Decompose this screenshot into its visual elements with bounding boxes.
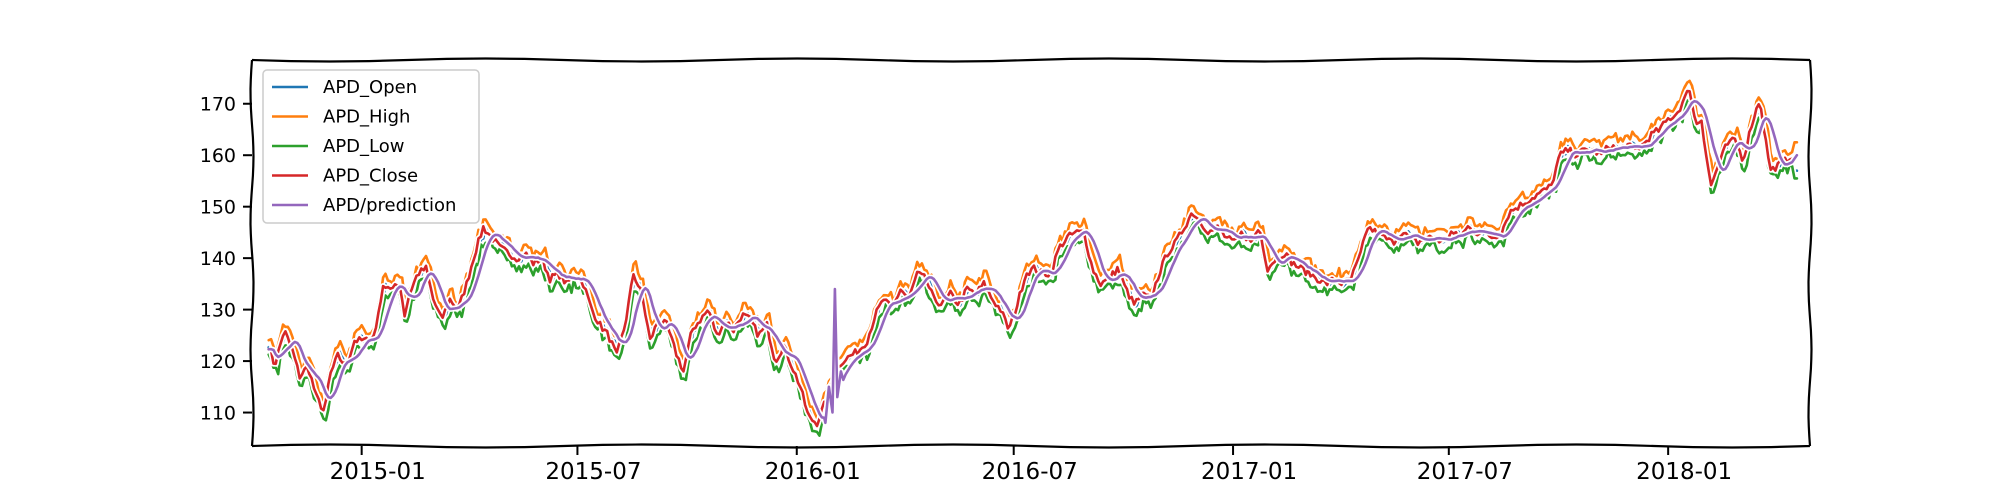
- x-tick-label: 2015-07: [545, 459, 641, 485]
- x-tick-label: 2015-01: [330, 459, 426, 485]
- legend-label: APD_Open: [323, 77, 417, 98]
- legend-label: APD_Close: [323, 166, 418, 187]
- y-tick-label: 150: [200, 197, 236, 219]
- x-tick-label: 2017-07: [1417, 459, 1513, 485]
- y-tick-label: 120: [200, 351, 236, 373]
- legend-label: APD_High: [323, 107, 410, 128]
- y-tick-label: 170: [200, 94, 236, 116]
- series-line-apd-prediction: [267, 99, 1799, 425]
- y-tick-label: 110: [200, 403, 236, 425]
- legend-label: APD/prediction: [323, 195, 456, 216]
- x-tick-label: 2016-01: [765, 459, 861, 485]
- legend: APD_Open APD_High APD_Low APD_Close APD/pred…: [262, 69, 480, 224]
- y-tick-label: 140: [200, 248, 236, 270]
- legend-box: [262, 69, 480, 224]
- series-line-apd-high: [267, 79, 1799, 420]
- y-tick-label: 160: [200, 145, 236, 167]
- y-tick-label: 130: [200, 300, 236, 322]
- x-tick-label: 2017-01: [1201, 459, 1297, 485]
- x-tick-label: 2016-07: [982, 459, 1078, 485]
- x-tick-label: 2018-01: [1636, 459, 1732, 485]
- axis-ticks: 110 120 130 140 150 160 170 2015-01 2015-07 2016-…: [200, 94, 1732, 485]
- series-layer: [265, 77, 1800, 439]
- legend-label: APD_Low: [323, 136, 404, 157]
- plot-frame: [249, 57, 1813, 449]
